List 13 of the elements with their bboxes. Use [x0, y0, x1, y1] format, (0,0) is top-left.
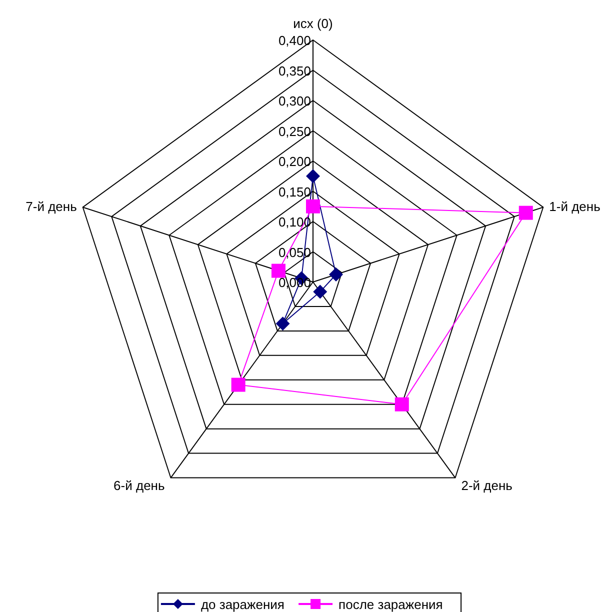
- legend-label: до заражения: [200, 597, 284, 612]
- y-tick-label: 0,300: [278, 94, 311, 108]
- spoke-label: 7-й день: [26, 199, 78, 214]
- spoke-label: 1-й день: [549, 199, 601, 214]
- y-tick-label: 0,400: [278, 33, 311, 48]
- y-tick-label: 0,200: [278, 154, 311, 169]
- spoke-label: исх (0): [293, 16, 333, 31]
- y-tick-label: 0,150: [278, 184, 311, 200]
- spoke-label: 6-й день: [114, 478, 165, 493]
- y-tick-label: 0,350: [278, 63, 311, 78]
- legend-label: после заражения: [338, 597, 443, 612]
- spoke-label: 2-й день: [461, 478, 513, 493]
- y-tick-label: 0,250: [278, 124, 311, 139]
